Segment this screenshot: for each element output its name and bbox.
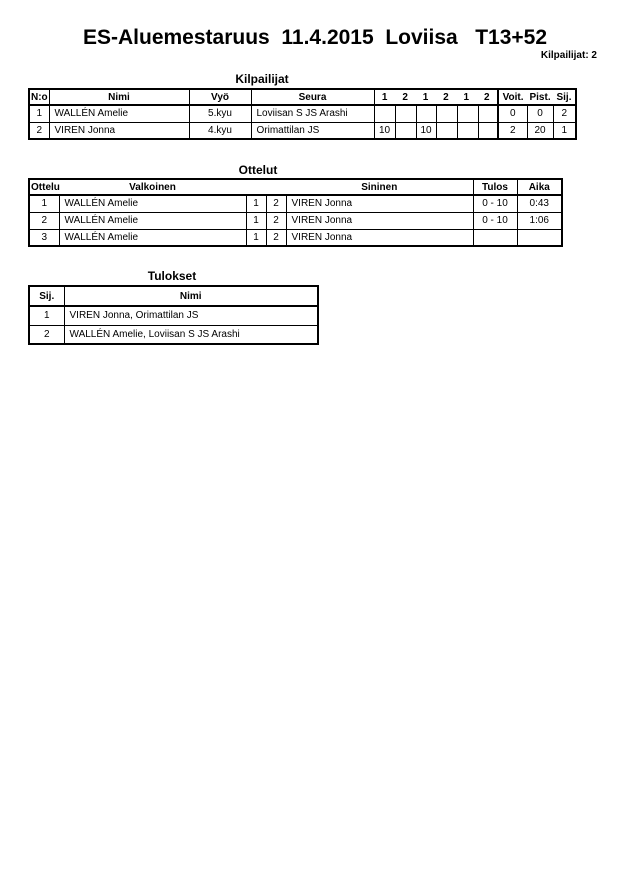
cell-score bbox=[456, 104, 479, 123]
cell-white-no: 1 bbox=[245, 194, 267, 213]
col-header-rank: Sij. bbox=[556, 91, 572, 103]
cell-score: 10 bbox=[373, 121, 396, 140]
col-header-belt: Vyö bbox=[188, 88, 252, 106]
col-header-club: Seura bbox=[250, 88, 375, 106]
col-header-white: Valkoinen bbox=[58, 178, 246, 196]
col-header-wins: Voit. bbox=[502, 91, 524, 103]
col-header-rounds: 1 2 1 2 1 2 bbox=[373, 88, 499, 106]
results-table: Sij. Nimi 1 VIREN Jonna, Orimattilan JS … bbox=[28, 285, 319, 345]
cell-rank: 1 bbox=[552, 121, 577, 140]
cell-white-name: WALLÉN Amelie bbox=[58, 228, 247, 247]
match-row: 1 WALLÉN Amelie 1 2 VIREN Jonna 0 - 10 0… bbox=[28, 194, 563, 213]
cell-white-name: WALLÉN Amelie bbox=[58, 194, 247, 213]
round-label: 1 bbox=[381, 91, 388, 103]
cell-score: 10 bbox=[415, 121, 437, 140]
matches-table: Ottelu Valkoinen Sininen Tulos Aika 1 WA… bbox=[28, 178, 563, 247]
round-label: 1 bbox=[463, 91, 470, 103]
col-header-result: Tulos bbox=[472, 178, 518, 196]
col-header-no: N:o bbox=[28, 88, 50, 106]
cell-belt: 4.kyu bbox=[188, 121, 252, 140]
cell-score bbox=[415, 104, 437, 123]
col-header-match: Ottelu bbox=[28, 178, 60, 196]
round-label: 1 bbox=[422, 91, 429, 103]
match-row: 3 WALLÉN Amelie 1 2 VIREN Jonna bbox=[28, 228, 563, 247]
competitors-table: N:o Nimi Vyö Seura 1 2 1 2 1 2 V bbox=[28, 88, 578, 140]
match-row: 2 WALLÉN Amelie 1 2 VIREN Jonna 0 - 10 1… bbox=[28, 211, 563, 230]
col-header-name: Nimi bbox=[48, 88, 190, 106]
cell-blue-no: 2 bbox=[265, 211, 287, 230]
cell-no: 1 bbox=[28, 104, 50, 123]
cell-points: 20 bbox=[526, 121, 554, 140]
col-header-spacer bbox=[265, 178, 286, 196]
result-row: 2 WALLÉN Amelie, Loviisan S JS Arashi bbox=[28, 324, 319, 345]
cell-match-no: 3 bbox=[28, 228, 60, 247]
cell-rank: 1 bbox=[28, 305, 65, 326]
round-label: 2 bbox=[402, 91, 408, 103]
col-header-name: Nimi bbox=[63, 285, 319, 307]
competitors-header-row: N:o Nimi Vyö Seura 1 2 1 2 1 2 V bbox=[28, 88, 577, 106]
cell-time: 1:06 bbox=[516, 211, 563, 230]
cell-blue-no: 2 bbox=[265, 194, 287, 213]
cell-white-no: 1 bbox=[245, 211, 267, 230]
cell-score bbox=[373, 104, 396, 123]
section-heading-competitors: Kilpailijat bbox=[235, 72, 289, 86]
col-header-points: Pist. bbox=[529, 91, 551, 103]
cell-name: VIREN Jonna, Orimattilan JS bbox=[63, 305, 319, 326]
cell-name: VIREN Jonna bbox=[48, 121, 190, 140]
section-heading-results: Tulokset bbox=[147, 269, 197, 283]
cell-belt: 5.kyu bbox=[188, 104, 252, 123]
cell-time: 0:43 bbox=[516, 194, 563, 213]
results-header-row: Sij. Nimi bbox=[28, 285, 319, 307]
col-header-time: Aika bbox=[516, 178, 563, 196]
cell-score bbox=[435, 121, 458, 140]
competitor-row: 2 VIREN Jonna 4.kyu Orimattilan JS 10 10… bbox=[28, 121, 577, 140]
cell-rank: 2 bbox=[552, 104, 577, 123]
competitor-row: 1 WALLÉN Amelie 5.kyu Loviisan S JS Aras… bbox=[28, 104, 577, 123]
col-header-totals: Voit. Pist. Sij. bbox=[496, 88, 577, 106]
round-label: 2 bbox=[483, 91, 490, 103]
col-header-blue: Sininen bbox=[285, 178, 474, 196]
cell-time bbox=[516, 228, 563, 247]
cell-score bbox=[435, 104, 458, 123]
round-label: 2 bbox=[443, 91, 449, 103]
cell-name: WALLÉN Amelie bbox=[48, 104, 190, 123]
cell-blue-no: 2 bbox=[265, 228, 287, 247]
cell-white-name: WALLÉN Amelie bbox=[58, 211, 247, 230]
cell-score bbox=[394, 121, 417, 140]
cell-wins: 0 bbox=[497, 104, 528, 123]
cell-blue-name: VIREN Jonna bbox=[285, 211, 474, 230]
cell-score bbox=[394, 104, 417, 123]
cell-club: Orimattilan JS bbox=[250, 121, 375, 140]
cell-blue-name: VIREN Jonna bbox=[285, 228, 474, 247]
section-heading-matches: Ottelut bbox=[238, 163, 278, 177]
cell-score bbox=[477, 104, 499, 123]
cell-match-no: 1 bbox=[28, 194, 60, 213]
cell-white-no: 1 bbox=[245, 228, 267, 247]
cell-no: 2 bbox=[28, 121, 50, 140]
cell-match-no: 2 bbox=[28, 211, 60, 230]
cell-result: 0 - 10 bbox=[472, 211, 518, 230]
cell-score bbox=[456, 121, 479, 140]
page-title: ES-Aluemestaruus 11.4.2015 Loviisa T13+5… bbox=[83, 26, 547, 49]
col-header-rank: Sij. bbox=[28, 285, 65, 307]
cell-wins: 2 bbox=[497, 121, 528, 140]
cell-result: 0 - 10 bbox=[472, 194, 518, 213]
cell-name: WALLÉN Amelie, Loviisan S JS Arashi bbox=[63, 324, 319, 345]
cell-club: Loviisan S JS Arashi bbox=[250, 104, 375, 123]
col-header-spacer bbox=[245, 178, 266, 196]
competitor-count-label: Kilpailijat: 2 bbox=[540, 50, 597, 61]
cell-blue-name: VIREN Jonna bbox=[285, 194, 474, 213]
result-row: 1 VIREN Jonna, Orimattilan JS bbox=[28, 305, 319, 326]
cell-points: 0 bbox=[526, 104, 554, 123]
matches-header-row: Ottelu Valkoinen Sininen Tulos Aika bbox=[28, 178, 563, 196]
cell-result bbox=[472, 228, 518, 247]
cell-score bbox=[477, 121, 499, 140]
cell-rank: 2 bbox=[28, 324, 65, 345]
